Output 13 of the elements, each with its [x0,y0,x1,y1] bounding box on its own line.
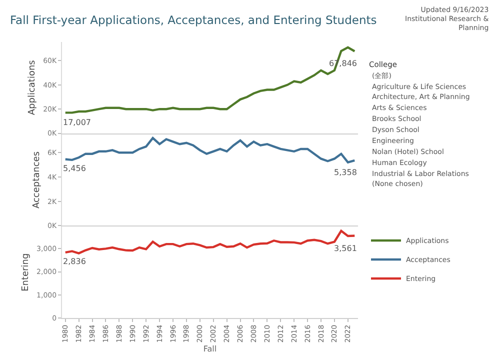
line-series [64,46,356,114]
y-axis-title: Applications [27,60,38,116]
y-axis-title: Entering [20,253,31,292]
data-label: 5,456 [63,164,86,173]
data-label: 5,358 [334,168,357,177]
data-label: 3,561 [334,244,357,253]
line-series [64,136,356,164]
chart-title: Fall First-year Applications, Acceptances, and Entering Students [10,13,377,27]
data-label: 17,007 [63,118,91,127]
y-axis-title: Acceptances [32,151,42,209]
data-label: 2,836 [63,257,86,266]
x-axis-title: Fall [203,344,217,354]
line-series [64,230,356,254]
